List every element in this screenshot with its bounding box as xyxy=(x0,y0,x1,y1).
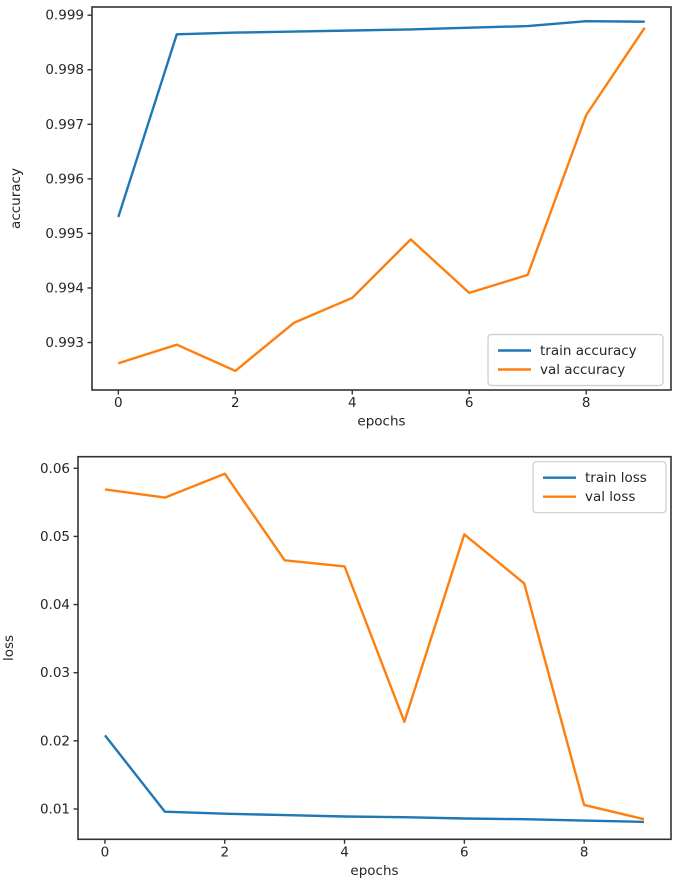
y-tick-label: 0.03 xyxy=(40,665,70,681)
y-tick-label: 0.04 xyxy=(40,597,70,613)
y-tick-label: 0.999 xyxy=(45,8,84,24)
y-tick-label: 0.994 xyxy=(45,280,84,296)
x-tick-label: 6 xyxy=(460,844,469,860)
legend-box xyxy=(532,461,667,514)
x-tick-label: 6 xyxy=(465,395,474,411)
x-tick-label: 8 xyxy=(582,395,591,411)
legend-label: train loss xyxy=(585,470,647,486)
loss-chart: 0 2 4 6 8 0.01 0.02 0.03 0.04 0.05 0.06 epochs loss t… xyxy=(0,445,685,890)
accuracy-chart: 0 2 4 6 8 0.993 0.994 0.995 0.996 0.997 0.998 0.999… xyxy=(8,6,672,430)
x-tick-label: 2 xyxy=(231,395,240,411)
series-line-val-loss xyxy=(104,472,645,821)
x-tick-label: 4 xyxy=(340,844,349,860)
y-tick-label: 0.05 xyxy=(40,529,70,545)
y-tick-label: 0.998 xyxy=(45,62,84,78)
series-line-train-accuracy xyxy=(117,20,645,218)
legend-label: val loss xyxy=(585,489,635,505)
legend-box xyxy=(487,333,664,387)
plot-border xyxy=(77,455,672,841)
legend-label: val accuracy xyxy=(540,362,625,378)
y-tick-label: 0.995 xyxy=(45,226,84,242)
x-axis-label: epochs xyxy=(350,863,398,879)
x-tick-label: 0 xyxy=(114,395,123,411)
y-tick-label: 0.01 xyxy=(40,801,70,817)
series-line-val-accuracy xyxy=(117,27,646,373)
series-line-train-loss xyxy=(104,734,645,824)
x-tick-label: 4 xyxy=(348,395,357,411)
y-axis-label: accuracy xyxy=(8,168,24,229)
x-tick-label: 8 xyxy=(580,844,589,860)
y-tick-label: 0.06 xyxy=(40,461,70,477)
x-tick-label: 2 xyxy=(220,844,229,860)
legend-label: train accuracy xyxy=(540,343,637,359)
x-tick-label: 0 xyxy=(101,844,110,860)
y-tick-label: 0.02 xyxy=(40,733,70,749)
x-axis-label: epochs xyxy=(357,414,405,430)
y-tick-label: 0.993 xyxy=(45,335,84,351)
y-axis-label: loss xyxy=(1,635,17,661)
plot-border xyxy=(91,6,672,391)
y-tick-label: 0.996 xyxy=(45,171,84,187)
y-tick-label: 0.997 xyxy=(45,117,84,133)
